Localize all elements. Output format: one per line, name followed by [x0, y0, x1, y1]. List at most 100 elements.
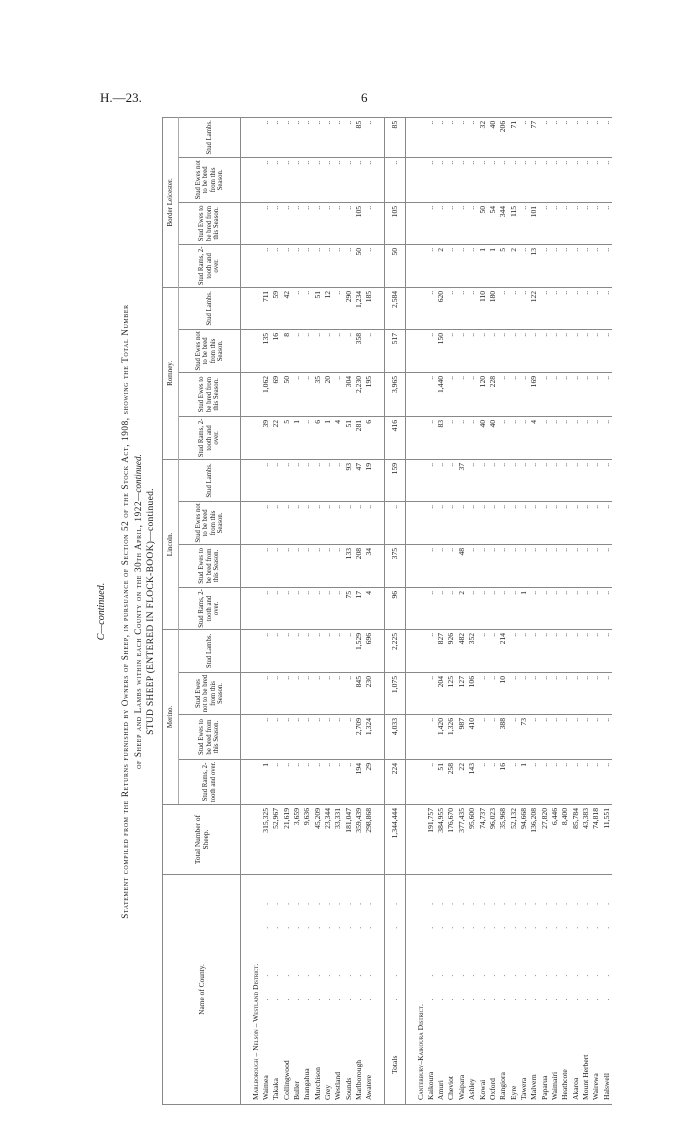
stud-count-cell: 845 [354, 672, 365, 715]
stud-count-cell: .. [580, 117, 592, 158]
stud-count-cell: .. [333, 759, 344, 805]
stud-count-cell: .. [281, 459, 293, 502]
stud-count-cell: .. [539, 202, 550, 245]
county-name: Akaroa [570, 1077, 580, 1100]
subcolumn-header: Stud Rams, 2-tooth and over. [178, 416, 241, 460]
county-row: Malvern.. .. 136,208................ 4 169.… [529, 117, 540, 1105]
total-sheep-cell: 35,968 [498, 804, 509, 875]
dot-leader: .. .. [292, 881, 302, 1001]
stud-count-cell: .. [498, 587, 509, 630]
stud-count-cell: .. [580, 759, 592, 805]
district-name: Canterbury–Kaikoura District. [414, 874, 426, 1105]
stud-count-cell: .. [508, 587, 519, 630]
county-name: Waipara [456, 1074, 466, 1100]
stud-count-cell: .. [271, 459, 282, 502]
stud-count-cell: .. [477, 629, 488, 673]
stud-count-cell: .. [333, 287, 344, 330]
stud-count-cell: .. [549, 329, 561, 373]
stud-count-cell: .. [467, 244, 478, 288]
stud-count-cell: .. [498, 459, 509, 502]
stud-count-cell: 258 [446, 759, 457, 805]
stud-count-cell: .. [508, 287, 519, 330]
county-name-cell: Waipara .. .. [456, 874, 468, 1105]
spacer-cell [374, 117, 385, 158]
stud-count-cell: .. [456, 202, 468, 245]
stud-count-cell: 71 [508, 117, 519, 158]
stud-count-cell: 32 [477, 117, 488, 158]
spacer-cell [240, 874, 250, 1105]
total-sheep-cell: 377,435 [456, 804, 468, 875]
stud-count-cell: .. [560, 329, 571, 373]
stud-count-cell: .. [549, 416, 561, 460]
stud-count-cell: .. [498, 416, 509, 460]
county-name-cell: Westland .. .. [333, 874, 344, 1105]
stud-count-cell: 410 [467, 714, 478, 760]
stud-count-cell: .. [333, 714, 344, 760]
county-name: Heathcote [560, 1069, 570, 1100]
stud-count-cell: 50 [477, 202, 488, 245]
stud-count-cell: .. [518, 544, 530, 588]
stud-count-cell: .. [529, 329, 540, 373]
empty-cell [250, 244, 261, 288]
stud-count-cell: .. [436, 157, 447, 203]
spacer-cell [374, 459, 385, 502]
stud-count-cell: 143 [467, 759, 478, 805]
stud-count-cell: .. [271, 157, 282, 203]
stud-count-cell: .. [446, 372, 457, 417]
stud-count-cell: .. [333, 501, 344, 545]
stud-count-cell: .. [302, 714, 313, 760]
stud-count-cell: 6 [312, 416, 324, 460]
empty-cell [250, 157, 261, 203]
empty-cell [250, 759, 261, 805]
empty-cell [250, 459, 261, 502]
stud-count-cell: .. [302, 117, 313, 158]
stud-count-cell: 1,529 [354, 629, 365, 673]
stud-count-cell: .. [292, 117, 303, 158]
stud-count-cell: 1,326 [446, 714, 457, 760]
stud-count-cell: .. [292, 287, 303, 330]
stud-count-cell: .. [518, 672, 530, 715]
total-sheep-cell: 136,208 [529, 804, 540, 875]
county-row: Waimairi.. .. 6,446......................… [549, 117, 561, 1105]
stud-count-cell: 110 [477, 287, 488, 330]
county-name-cell: Marlborough .. .. [354, 874, 365, 1105]
stud-count-cell: .. [549, 157, 561, 203]
stud-count-cell: 2,225 [384, 629, 406, 673]
header-row-groups: Name of County. Total Number of Sheep. Mer… [162, 117, 241, 1105]
stud-count-cell: .. [601, 117, 612, 158]
spacer-cell [374, 416, 385, 460]
stud-count-cell: 40 [477, 416, 488, 460]
county-row: Buller.. .. 3,659................ 1.......… [292, 117, 303, 1105]
stud-count-cell: .. [456, 372, 468, 417]
subcolumn-header: Stud Ewes not to be bred from this Seaso… [178, 501, 241, 545]
stud-count-cell: .. [518, 416, 530, 460]
stud-count-cell: .. [436, 459, 447, 502]
stud-count-cell: .. [292, 672, 303, 715]
column-header-county: Name of County. [162, 874, 241, 1105]
spacer-cell [374, 157, 385, 203]
stud-count-cell: .. [477, 759, 488, 805]
total-sheep-cell: 74,818 [591, 804, 602, 875]
stud-count-cell: 4 [364, 587, 375, 630]
stud-count-cell: 2 [456, 587, 468, 630]
dot-leader: .. .. [539, 881, 549, 1001]
dot-leader: .. .. [570, 881, 580, 1001]
stud-count-cell: 150 [436, 329, 447, 373]
stud-count-cell: .. [323, 329, 334, 373]
stud-count-cell: .. [487, 672, 499, 715]
spacer-cell [374, 714, 385, 760]
stud-count-cell: .. [487, 587, 499, 630]
stud-count-cell: .. [343, 244, 355, 288]
stud-count-cell: .. [560, 157, 571, 203]
stud-count-cell: .. [539, 287, 550, 330]
county-name: Murchison [312, 1067, 322, 1100]
total-sheep-cell: 52,967 [271, 804, 282, 875]
county-row: Waimea.. .. 315,325 1.............. 39 1,062… [261, 117, 272, 1105]
stud-count-cell: .. [261, 117, 272, 158]
stud-count-cell: .. [302, 372, 313, 417]
stud-count-cell: .. [508, 157, 519, 203]
stud-count-cell: .. [323, 501, 334, 545]
stud-count-cell: .. [271, 244, 282, 288]
stud-count-cell: 1 [518, 759, 530, 805]
stud-count-cell: .. [281, 117, 293, 158]
